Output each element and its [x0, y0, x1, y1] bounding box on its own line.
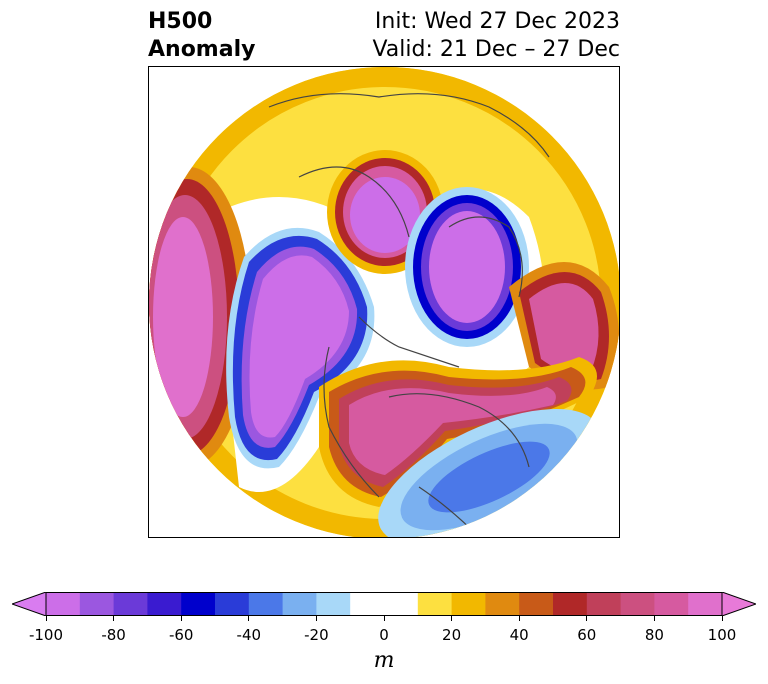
colorbar-segment: [586, 592, 622, 616]
map-dates: Init: Wed 27 Dec 2023 Valid: 21 Dec – 27…: [372, 8, 620, 64]
europe-trough: [405, 187, 529, 347]
colorbar-tick-mark: [586, 616, 588, 621]
arctic-ridge: [327, 150, 443, 274]
colorbar-segment: [46, 592, 81, 616]
colorbar-segment: [350, 592, 385, 616]
colorbar-tick-mark: [383, 616, 385, 621]
colorbar-tick-mark: [45, 616, 47, 621]
colorbar-segment: [417, 592, 453, 616]
colorbar-tick-mark: [451, 616, 453, 621]
colorbar-tick-label: -60: [168, 626, 194, 644]
colorbar-segment: [688, 592, 723, 616]
colorbar-tick-label: -100: [28, 626, 64, 644]
title-variable: H500: [148, 9, 213, 34]
alaska-trough: [226, 227, 375, 469]
colorbar-segment: [519, 592, 554, 616]
colorbar-segment: [451, 592, 486, 616]
colorbar-segment: [384, 592, 419, 616]
colorbar-tick-mark: [721, 616, 723, 621]
colorbar-segment: [316, 592, 351, 616]
colorbar-segment: [181, 592, 216, 616]
colorbar-border: [45, 592, 723, 616]
map-title: H500 Anomaly: [148, 8, 255, 64]
colorbar-tick-label: -40: [236, 626, 262, 644]
colorbar-tick-mark: [248, 616, 250, 621]
colorbar-segment: [248, 592, 284, 616]
colorbar-tick-mark: [653, 616, 655, 621]
title-type: Anomaly: [148, 37, 256, 62]
colorbar-under-arrow: [12, 592, 47, 616]
colorbar: [12, 592, 756, 616]
colorbar-segment: [485, 592, 520, 616]
colorbar-tick-label: -20: [304, 626, 329, 644]
colorbar-tick-label: 100: [707, 626, 737, 644]
colorbar-segment: [553, 592, 588, 616]
colorbar-tick-mark: [315, 616, 317, 621]
colorbar-segment: [113, 592, 148, 616]
colorbar-segment: [147, 592, 182, 616]
colorbar-segment: [79, 592, 115, 616]
colorbar-tick-label: -80: [101, 626, 126, 644]
north-america-ridge: [319, 357, 597, 507]
valid-range-label: Valid: 21 Dec – 27 Dec: [372, 37, 620, 62]
colorbar-tick-label: 20: [442, 626, 462, 644]
colorbar-tick-label: 80: [644, 626, 664, 644]
colorbar-segment: [654, 592, 689, 616]
colorbar-tick-mark: [113, 616, 115, 621]
init-date-label: Init: Wed 27 Dec 2023: [374, 9, 620, 34]
eastern-europe-ridge: [509, 262, 619, 390]
colorbar-tick-label: 40: [509, 626, 529, 644]
colorbar-over-arrow: [721, 592, 756, 616]
colorbar-tick-mark: [180, 616, 182, 621]
gulf-trough: [378, 408, 600, 537]
colorbar-tick-label: 0: [379, 626, 389, 644]
colorbar-segments: [46, 592, 723, 616]
anomaly-map: [149, 67, 619, 537]
anomaly-field: [149, 67, 619, 537]
colorbar-tick-mark: [518, 616, 520, 621]
colorbar-segment: [215, 592, 250, 616]
colorbar-unit: m: [373, 648, 395, 673]
colorbar-segment: [620, 592, 655, 616]
colorbar-segment: [282, 592, 317, 616]
colorbar-tick-label: 60: [577, 626, 597, 644]
map-panel: [148, 66, 620, 538]
